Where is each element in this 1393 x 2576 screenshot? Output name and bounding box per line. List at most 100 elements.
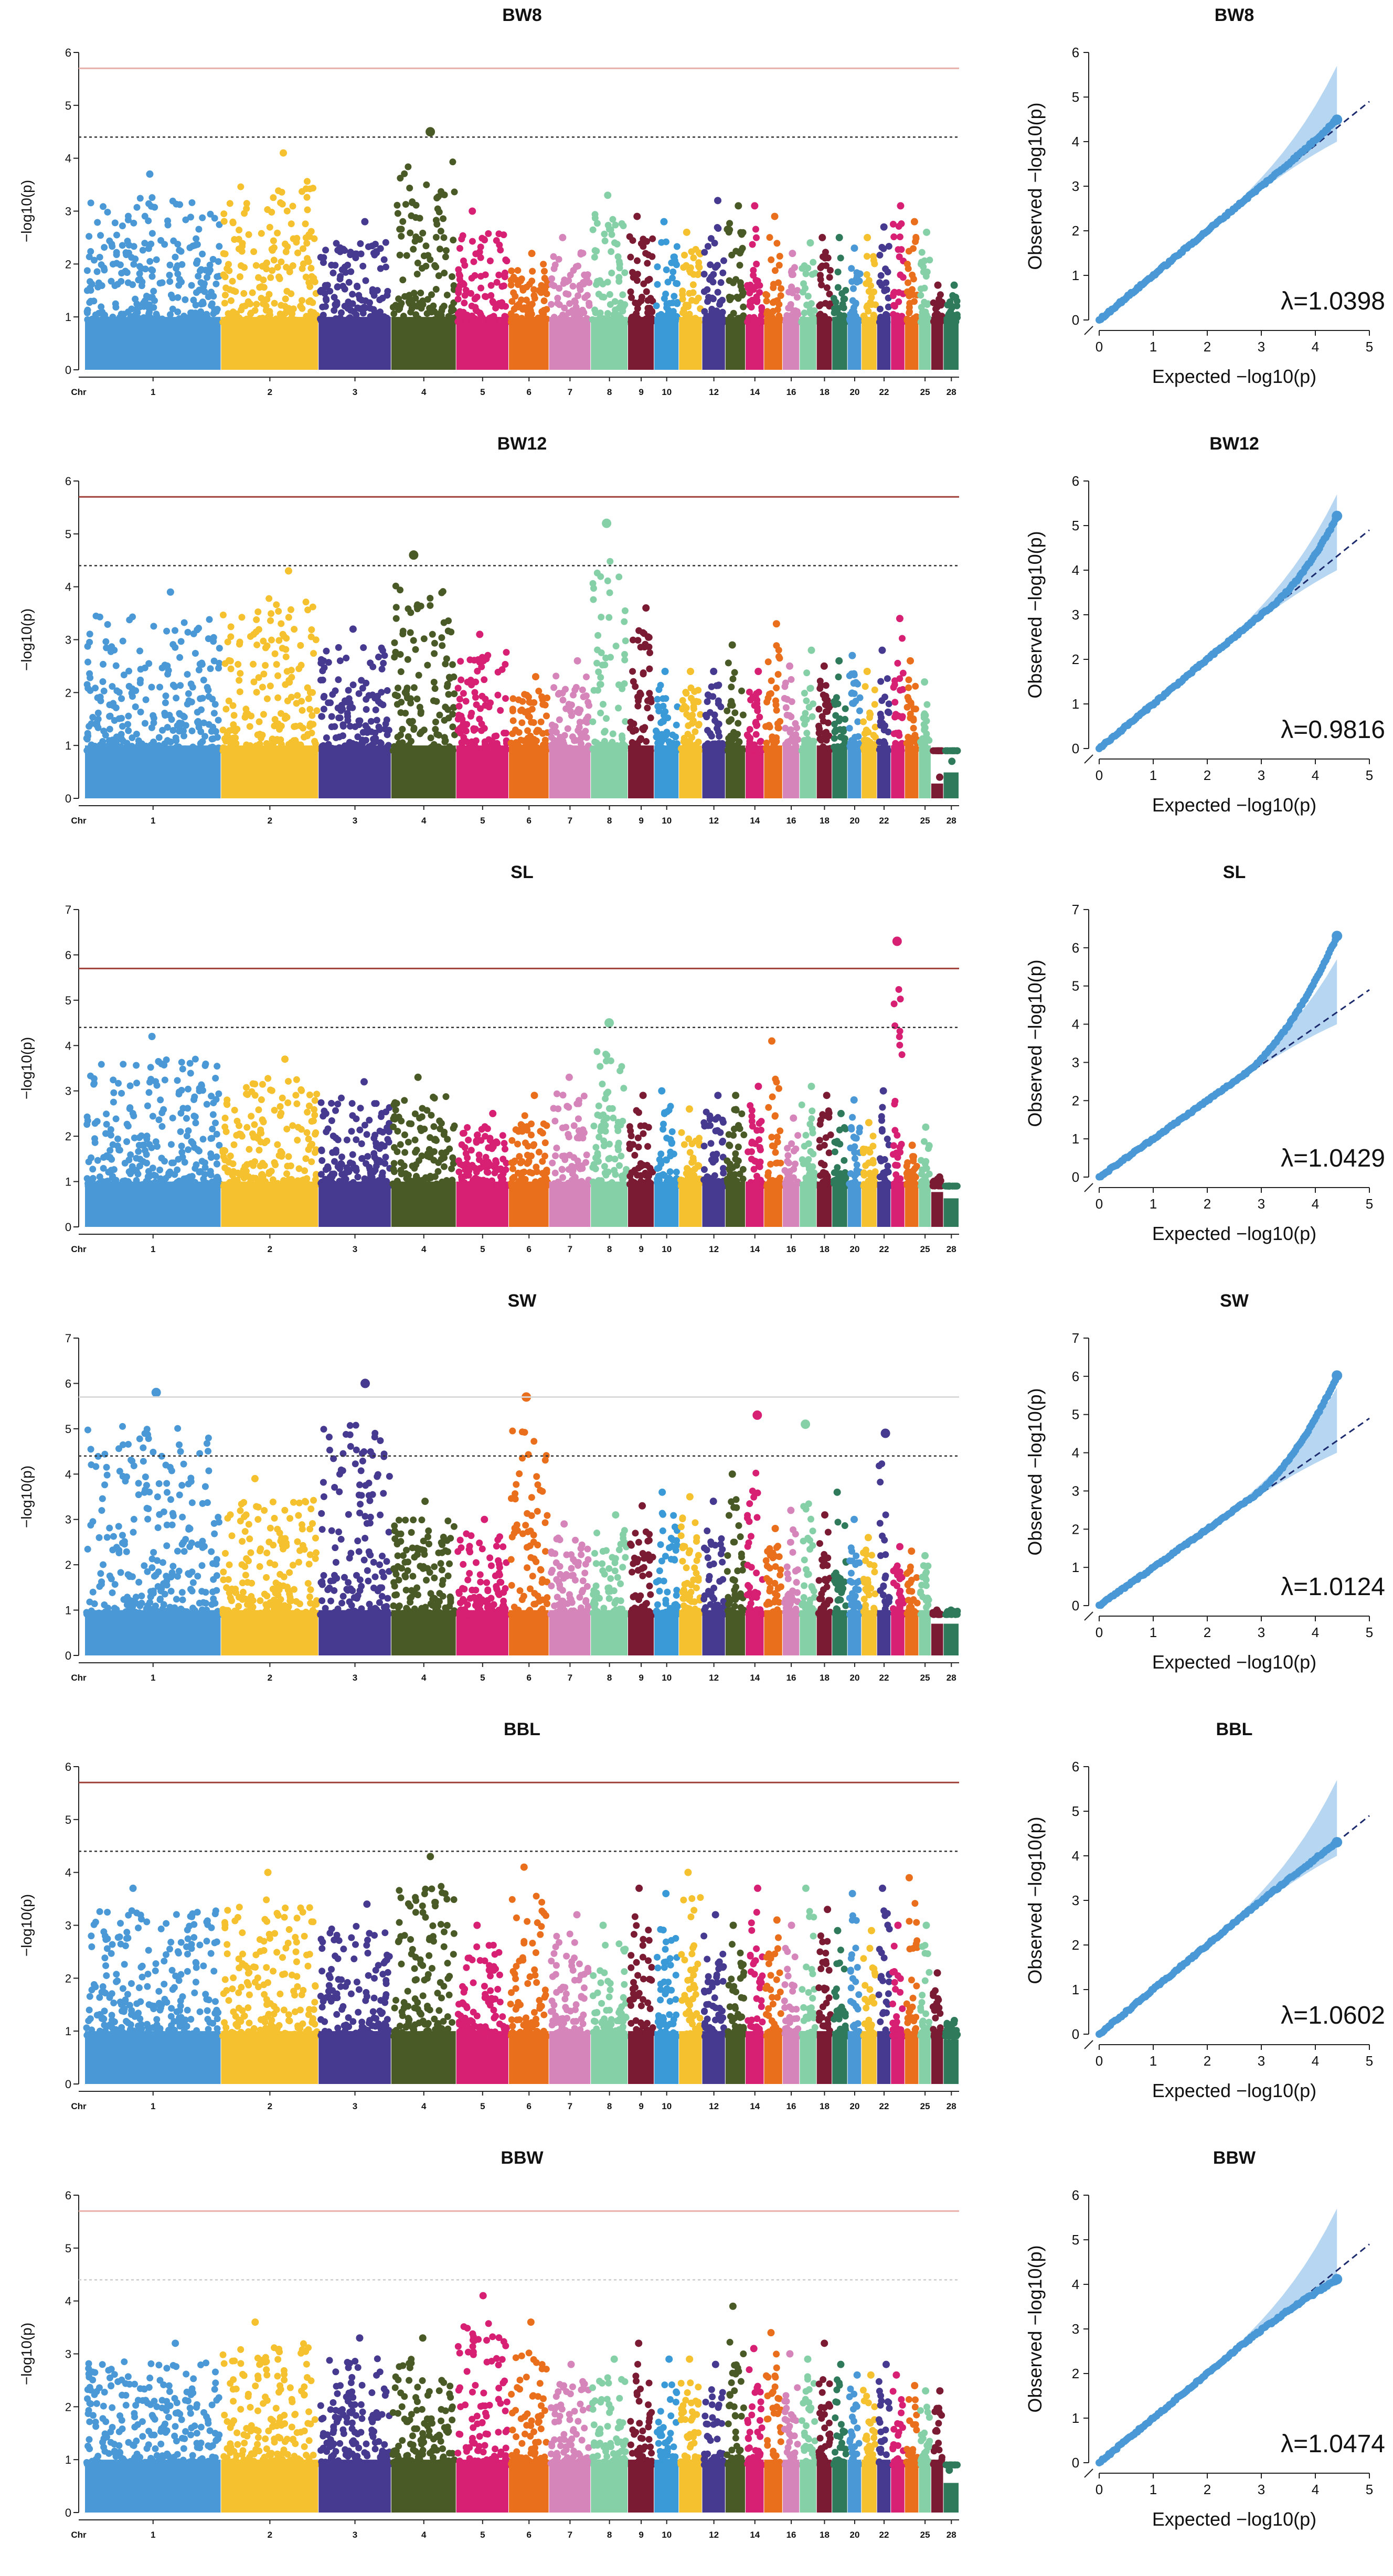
snp-point (193, 289, 200, 296)
snp-point (204, 1101, 210, 1108)
snp-point (392, 583, 399, 590)
snp-point (192, 1114, 199, 1120)
snp-point (922, 736, 929, 743)
snp-peak-point (729, 642, 736, 649)
snp-point (285, 614, 292, 621)
snp-point (604, 578, 611, 584)
snp-point (615, 573, 622, 580)
snp-point (133, 301, 140, 307)
snp-point (213, 308, 220, 315)
snp-point (590, 227, 597, 233)
snp-point (87, 1073, 94, 1079)
snp-point (174, 1167, 180, 1173)
chromosome-tick-label: 1 (151, 387, 155, 397)
snp-point (690, 706, 697, 712)
chromosome-tick-label: 10 (662, 816, 672, 826)
snp-point (106, 1169, 113, 1175)
snp-point (615, 274, 622, 281)
snp-point (120, 737, 126, 744)
snp-point (690, 254, 697, 261)
snp-point (167, 739, 174, 745)
chromosome-8-points (589, 519, 629, 798)
snp-point (597, 277, 603, 284)
snp-point (945, 747, 952, 754)
snp-point (584, 292, 591, 299)
snp-point (342, 303, 348, 309)
snp-point (896, 289, 902, 296)
snp-point (711, 240, 718, 247)
snp-point (366, 1177, 373, 1183)
dense-snp-band (931, 784, 943, 798)
snp-point (896, 223, 902, 230)
snp-point (716, 721, 722, 728)
snp-point (602, 655, 609, 661)
snp-point (794, 294, 801, 301)
snp-point (450, 237, 456, 243)
snp-point (392, 691, 399, 698)
snp-point (225, 261, 232, 268)
snp-point (687, 264, 694, 271)
snp-point (730, 310, 737, 317)
snp-point (157, 1175, 164, 1182)
snp-point (450, 674, 457, 680)
snp-point (460, 232, 466, 239)
snp-point (250, 248, 257, 255)
snp-point (214, 1131, 220, 1138)
snp-point (195, 226, 202, 233)
snp-point (508, 316, 515, 323)
qq-x-axis-label: Expected −log10(p) (1152, 366, 1316, 387)
snp-point (600, 294, 607, 301)
snp-point (770, 281, 777, 287)
snp-point (86, 670, 93, 677)
snp-point (591, 254, 598, 261)
snp-point (905, 676, 912, 683)
snp-point (528, 311, 535, 317)
snp-point (333, 1147, 339, 1153)
snp-point (267, 617, 274, 624)
snp-point (509, 730, 516, 737)
snp-point (686, 713, 693, 720)
snp-point (398, 233, 405, 240)
snp-point (118, 715, 125, 722)
snp-point (464, 312, 471, 318)
snp-point (149, 230, 156, 237)
snp-point (349, 1112, 356, 1119)
chromosome-tick-label: 7 (568, 816, 572, 826)
snp-point (274, 1141, 281, 1148)
snp-point (441, 619, 448, 626)
qq-x-tick-label: 3 (1258, 767, 1265, 783)
snp-point (151, 1172, 157, 1179)
snp-point (944, 302, 951, 308)
chromosome-10-points (653, 668, 681, 798)
snp-point (405, 164, 411, 170)
snp-point (573, 304, 580, 311)
snp-peak-point (771, 213, 779, 220)
snp-point (299, 188, 305, 195)
snp-point (384, 687, 391, 694)
snp-point (749, 241, 756, 248)
snp-point (353, 747, 360, 754)
snp-point (792, 720, 799, 727)
chromosome-21-points (860, 668, 879, 798)
snp-point (835, 317, 842, 324)
snp-point (118, 1090, 125, 1097)
snp-point (436, 209, 443, 216)
snp-point (240, 290, 247, 297)
snp-point (765, 316, 772, 323)
snp-point (147, 241, 154, 248)
snp-point (835, 269, 842, 275)
snp-point (417, 704, 423, 711)
y-tick-label: 2 (65, 1130, 71, 1143)
snp-point (413, 317, 420, 324)
snp-point (590, 580, 597, 587)
snp-point (724, 708, 730, 714)
snp-point (485, 230, 492, 237)
snp-point (864, 271, 870, 278)
snp-point (536, 287, 543, 294)
snp-point (99, 282, 105, 289)
snp-point (162, 1076, 168, 1083)
snp-point (628, 719, 634, 725)
snp-point (906, 248, 912, 254)
snp-point (781, 695, 788, 702)
snp-point (577, 719, 583, 725)
